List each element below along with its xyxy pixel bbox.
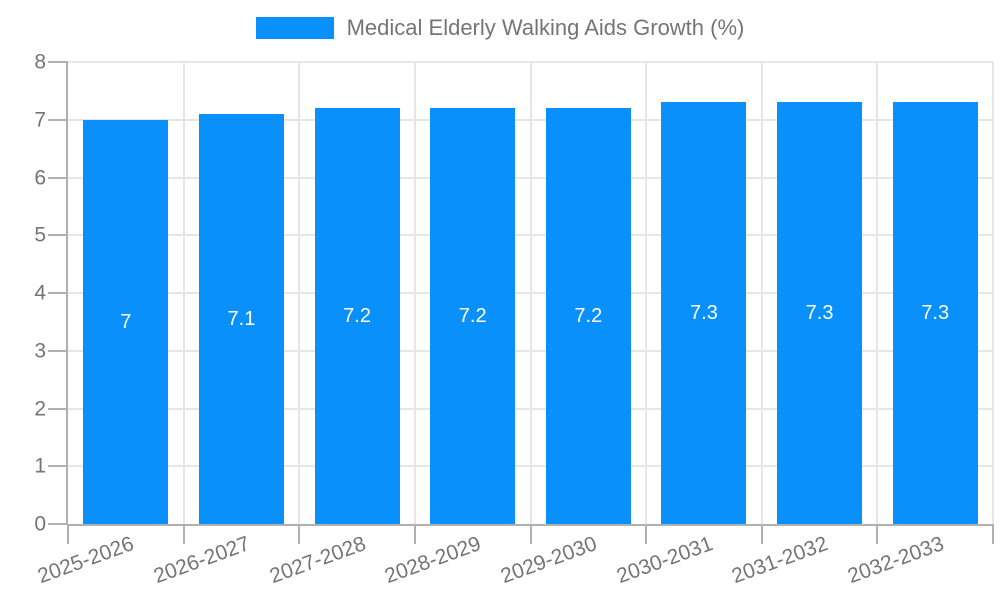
bar-slot: 7 <box>68 62 184 524</box>
y-tick-mark <box>48 234 68 237</box>
y-tick-mark <box>48 523 68 525</box>
v-gridline <box>298 62 301 524</box>
bar-slot: 7.3 <box>877 62 993 524</box>
bar-value-label: 7.2 <box>574 305 603 328</box>
bar-slot: 7.1 <box>184 62 300 524</box>
legend-swatch <box>255 17 334 39</box>
y-tick-label: 5 <box>34 223 46 247</box>
v-gridline <box>992 62 994 524</box>
y-tick-mark <box>48 465 68 468</box>
y-tick-label: 3 <box>34 339 46 363</box>
bar-slot: 7.3 <box>646 62 762 524</box>
x-tick-mark <box>760 524 763 544</box>
x-tick-label: 2026-2027 <box>150 532 253 589</box>
bar-slot: 7.3 <box>762 62 878 524</box>
bar-value-label: 7.3 <box>921 302 950 325</box>
bar: 7.3 <box>777 102 863 524</box>
y-tick-label: 0 <box>34 512 46 536</box>
bar-slot: 7.2 <box>531 62 647 524</box>
bar-value-label: 7.2 <box>458 305 487 328</box>
x-tick-label: 2031-2032 <box>728 532 832 589</box>
bar: 7 <box>83 119 169 524</box>
v-gridline <box>760 62 763 524</box>
y-tick-label: 1 <box>34 454 46 478</box>
x-tick-mark <box>529 524 532 544</box>
x-tick-label: 2028-2029 <box>381 532 485 589</box>
y-tick-label: 6 <box>34 166 46 189</box>
bar-value-label: 7.2 <box>343 305 371 328</box>
y-tick-label: 8 <box>34 50 46 74</box>
x-tick-label: 2030-2031 <box>613 532 716 589</box>
bar-slot: 7.2 <box>415 62 531 524</box>
v-gridline <box>876 62 879 524</box>
y-tick-mark <box>48 407 68 410</box>
x-tick-label: 2032-2033 <box>844 532 947 589</box>
bar: 7.1 <box>198 113 284 524</box>
x-tick-label: 2027-2028 <box>266 532 369 589</box>
x-tick-mark <box>413 524 416 544</box>
y-tick-label: 7 <box>34 108 46 132</box>
y-tick-label: 4 <box>34 281 46 305</box>
y-tick-mark <box>48 118 68 121</box>
y-tick-label: 2 <box>34 397 46 420</box>
y-tick-mark <box>48 292 68 294</box>
x-tick-mark <box>182 524 185 544</box>
x-tick-mark <box>67 524 69 544</box>
bar-slot: 7.2 <box>299 62 415 524</box>
bar-value-label: 7 <box>120 310 132 333</box>
bar: 7.2 <box>545 108 631 524</box>
bar: 7.3 <box>892 102 978 524</box>
x-tick-label: 2029-2030 <box>497 532 600 589</box>
bar: 7.3 <box>661 102 747 524</box>
y-tick-mark <box>48 61 68 63</box>
x-tick-mark <box>298 524 301 544</box>
x-tick-mark <box>645 524 648 544</box>
x-tick-mark <box>992 524 994 544</box>
v-gridline <box>529 62 532 524</box>
v-gridline <box>645 62 648 524</box>
y-tick-mark <box>48 176 68 179</box>
bar: 7.2 <box>430 108 516 524</box>
v-gridline <box>182 62 185 524</box>
bar: 7.2 <box>314 108 400 524</box>
v-gridline <box>413 62 416 524</box>
bar-value-label: 7.3 <box>690 302 718 325</box>
legend-label: Medical Elderly Walking Aids Growth (%) <box>346 15 745 40</box>
x-tick-mark <box>876 524 879 544</box>
x-tick-label: 2025-2026 <box>35 532 138 589</box>
plot-area: 7 7.1 7.2 7.2 7.2 7.3 7.3 7.3 <box>68 61 994 524</box>
y-tick-mark <box>48 349 68 352</box>
legend[interactable]: Medical Elderly Walking Aids Growth (%) <box>0 12 1000 44</box>
bar-value-label: 7.1 <box>227 307 256 330</box>
bar-value-label: 7.3 <box>805 302 834 325</box>
